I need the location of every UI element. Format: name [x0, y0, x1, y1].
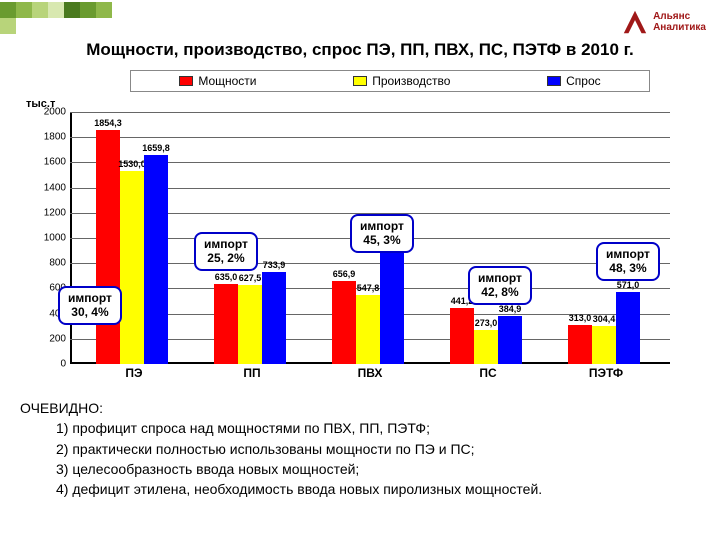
logo-squares [0, 2, 120, 34]
x-tick-label: ПВХ [320, 366, 420, 380]
conclusions-title: ОЧЕВИДНО: [20, 398, 700, 418]
y-tick: 1400 [30, 182, 66, 193]
x-tick-label: ПЭ [84, 366, 184, 380]
legend-item: Мощности [179, 74, 256, 88]
chart: МощностиПроизводствоСпрос тыс.т 02004006… [30, 70, 690, 390]
bar [568, 325, 592, 364]
bar-value-label: 571,0 [608, 280, 648, 290]
legend-item: Производство [353, 74, 450, 88]
y-tick: 800 [30, 258, 66, 269]
y-tick: 1800 [30, 132, 66, 143]
bar [498, 316, 522, 364]
y-tick: 0 [30, 359, 66, 370]
bar [214, 284, 238, 364]
conclusion-item: 1) профицит спроса над мощностями по ПВХ… [20, 418, 700, 438]
import-callout: импорт25, 2% [194, 232, 258, 271]
bar [474, 330, 498, 364]
y-tick: 1000 [30, 233, 66, 244]
bar-value-label: 1659,8 [136, 143, 176, 153]
bar [616, 292, 640, 364]
bar [380, 239, 404, 364]
y-tick: 200 [30, 333, 66, 344]
brand-line2: Аналитика [653, 22, 706, 33]
bar [120, 171, 144, 364]
bar-value-label: 656,9 [324, 269, 364, 279]
bar-value-label: 384,9 [490, 304, 530, 314]
x-tick-label: ПЭТФ [556, 366, 656, 380]
conclusion-item: 3) целесообразность ввода новых мощносте… [20, 459, 700, 479]
brand-icon [621, 8, 649, 36]
brand: Альянс Аналитика [621, 8, 706, 36]
page-title: Мощности, производство, спрос ПЭ, ПП, ПВ… [0, 40, 720, 60]
import-callout: импорт30, 4% [58, 286, 122, 325]
y-tick: 2000 [30, 107, 66, 118]
x-tick-label: ПС [438, 366, 538, 380]
brand-line1: Альянс [653, 11, 706, 22]
conclusions: ОЧЕВИДНО: 1) профицит спроса над мощност… [20, 398, 700, 499]
import-callout: импорт42, 8% [468, 266, 532, 305]
bar-value-label: 733,9 [254, 260, 294, 270]
y-tick: 1200 [30, 207, 66, 218]
conclusion-item: 2) практически полностью использованы мо… [20, 439, 700, 459]
bar [238, 285, 262, 364]
bar-value-label: 1854,3 [88, 118, 128, 128]
import-callout: импорт45, 3% [350, 214, 414, 253]
bar [144, 155, 168, 364]
legend: Мощности Производство Спрос [130, 70, 650, 92]
bar [356, 295, 380, 364]
y-tick: 1600 [30, 157, 66, 168]
bar [592, 326, 616, 364]
x-tick-label: ПП [202, 366, 302, 380]
conclusion-item: 4) дефицит этилена, необходимость ввода … [20, 479, 700, 499]
import-callout: импорт48, 3% [596, 242, 660, 281]
bar [332, 281, 356, 364]
bar [262, 272, 286, 364]
legend-item: Спрос [547, 74, 601, 88]
